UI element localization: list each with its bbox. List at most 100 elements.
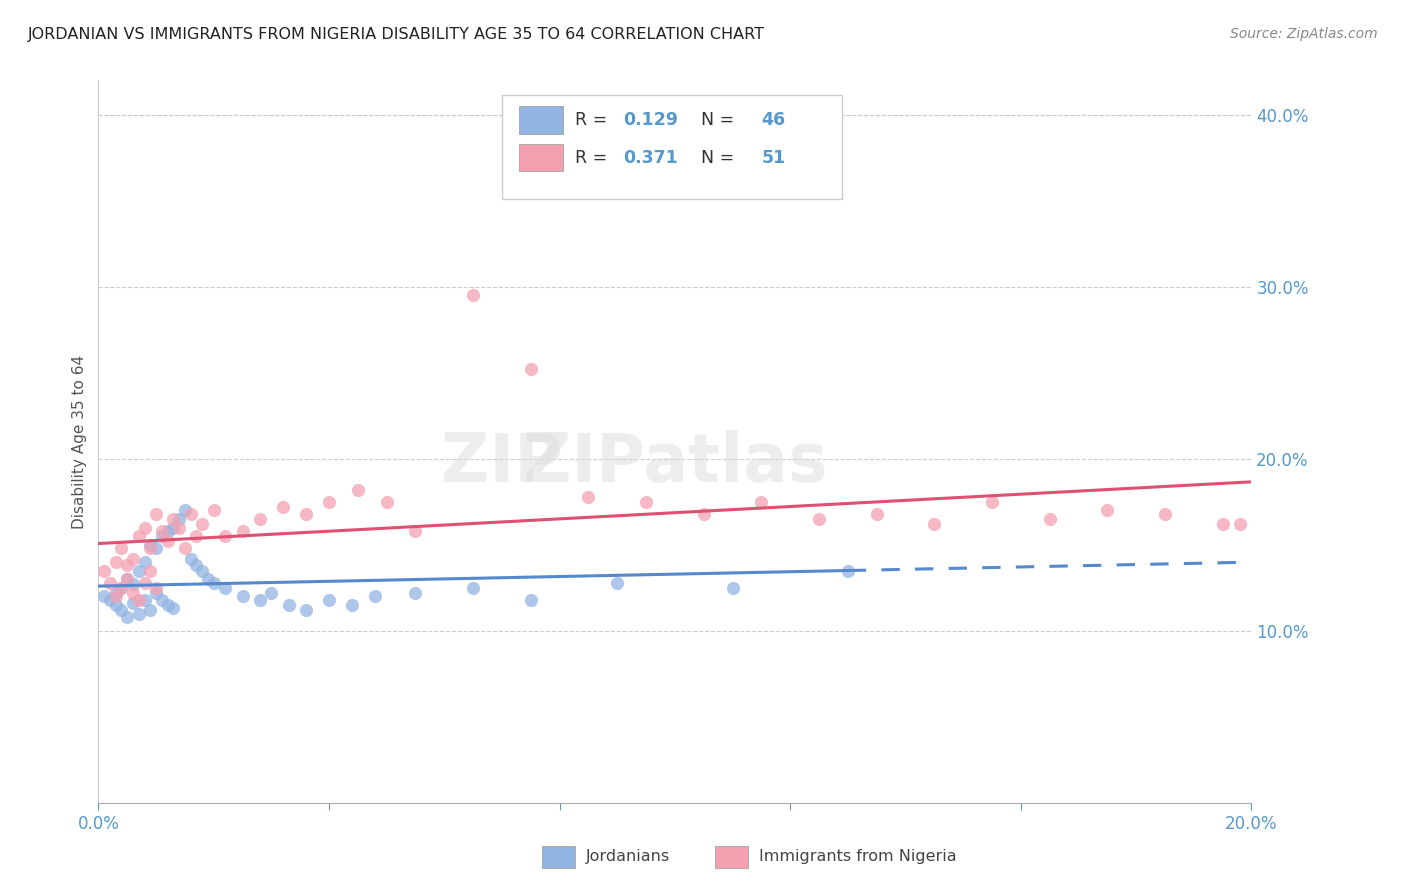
Point <box>150 592 173 607</box>
Point <box>375 494 398 508</box>
Point <box>340 598 363 612</box>
Point <box>520 362 543 376</box>
Point <box>837 564 859 578</box>
Point <box>214 529 236 543</box>
Point <box>139 564 162 578</box>
Point <box>167 512 190 526</box>
Point <box>117 572 139 586</box>
Text: ZIPatlas: ZIPatlas <box>523 430 827 496</box>
Point <box>1212 517 1234 532</box>
Point <box>150 524 173 538</box>
Point <box>1154 507 1177 521</box>
Point <box>162 512 184 526</box>
Point <box>122 586 145 600</box>
Point <box>1039 512 1062 526</box>
Point <box>139 541 162 556</box>
Point <box>145 581 167 595</box>
Point <box>156 534 179 549</box>
Point <box>167 520 190 534</box>
Point <box>231 590 254 604</box>
Point <box>150 529 173 543</box>
Point <box>202 575 225 590</box>
Point <box>461 288 484 302</box>
Text: R =: R = <box>575 111 613 129</box>
Point <box>145 586 167 600</box>
Point <box>128 564 150 578</box>
Point <box>110 541 132 556</box>
Point <box>924 517 946 532</box>
Point <box>231 524 254 538</box>
Point <box>128 529 150 543</box>
Point <box>405 524 427 538</box>
Text: N =: N = <box>690 111 740 129</box>
Point <box>636 494 658 508</box>
Point <box>202 503 225 517</box>
Point <box>122 596 145 610</box>
Point <box>98 575 121 590</box>
Point <box>249 592 271 607</box>
Point <box>110 603 132 617</box>
Point <box>162 601 184 615</box>
Point <box>981 494 1004 508</box>
Point <box>104 586 127 600</box>
Point <box>117 558 139 573</box>
Point <box>156 524 179 538</box>
Point <box>180 507 202 521</box>
Text: 46: 46 <box>762 111 786 129</box>
Point <box>110 581 132 595</box>
Point <box>134 575 156 590</box>
Point <box>117 610 139 624</box>
Point <box>751 494 773 508</box>
FancyBboxPatch shape <box>716 847 748 868</box>
FancyBboxPatch shape <box>502 95 842 200</box>
FancyBboxPatch shape <box>543 847 575 868</box>
Point <box>93 590 115 604</box>
Text: ZIP: ZIP <box>441 430 562 496</box>
Point <box>180 551 202 566</box>
Point <box>721 581 744 595</box>
Point <box>318 592 340 607</box>
Text: Immigrants from Nigeria: Immigrants from Nigeria <box>759 849 956 864</box>
Point <box>1097 503 1119 517</box>
FancyBboxPatch shape <box>519 144 562 171</box>
Point <box>104 598 127 612</box>
Point <box>1229 517 1251 532</box>
Point <box>186 529 208 543</box>
Point <box>214 581 236 595</box>
Point <box>191 564 214 578</box>
Point <box>578 490 600 504</box>
Point <box>271 500 294 514</box>
Text: N =: N = <box>690 149 740 167</box>
Point <box>461 581 484 595</box>
Point <box>295 603 318 617</box>
Point <box>693 507 716 521</box>
Text: JORDANIAN VS IMMIGRANTS FROM NIGERIA DISABILITY AGE 35 TO 64 CORRELATION CHART: JORDANIAN VS IMMIGRANTS FROM NIGERIA DIS… <box>28 27 765 42</box>
Text: 0.129: 0.129 <box>623 111 678 129</box>
Point <box>277 598 299 612</box>
Point <box>139 538 162 552</box>
FancyBboxPatch shape <box>519 106 562 134</box>
Point <box>128 592 150 607</box>
Point <box>346 483 368 497</box>
Point <box>128 607 150 621</box>
Point <box>364 590 387 604</box>
Text: Source: ZipAtlas.com: Source: ZipAtlas.com <box>1230 27 1378 41</box>
Point <box>174 503 197 517</box>
Point <box>117 572 139 586</box>
Point <box>104 555 127 569</box>
Point <box>134 555 156 569</box>
Point <box>162 520 184 534</box>
Point <box>134 592 156 607</box>
Y-axis label: Disability Age 35 to 64: Disability Age 35 to 64 <box>72 354 87 529</box>
Point <box>191 517 214 532</box>
Point <box>145 507 167 521</box>
Point <box>249 512 271 526</box>
Text: R =: R = <box>575 149 613 167</box>
Point <box>808 512 831 526</box>
Point <box>520 592 543 607</box>
Point <box>174 541 197 556</box>
Point <box>260 586 283 600</box>
Point <box>866 507 889 521</box>
Point <box>318 494 340 508</box>
Point <box>145 541 167 556</box>
